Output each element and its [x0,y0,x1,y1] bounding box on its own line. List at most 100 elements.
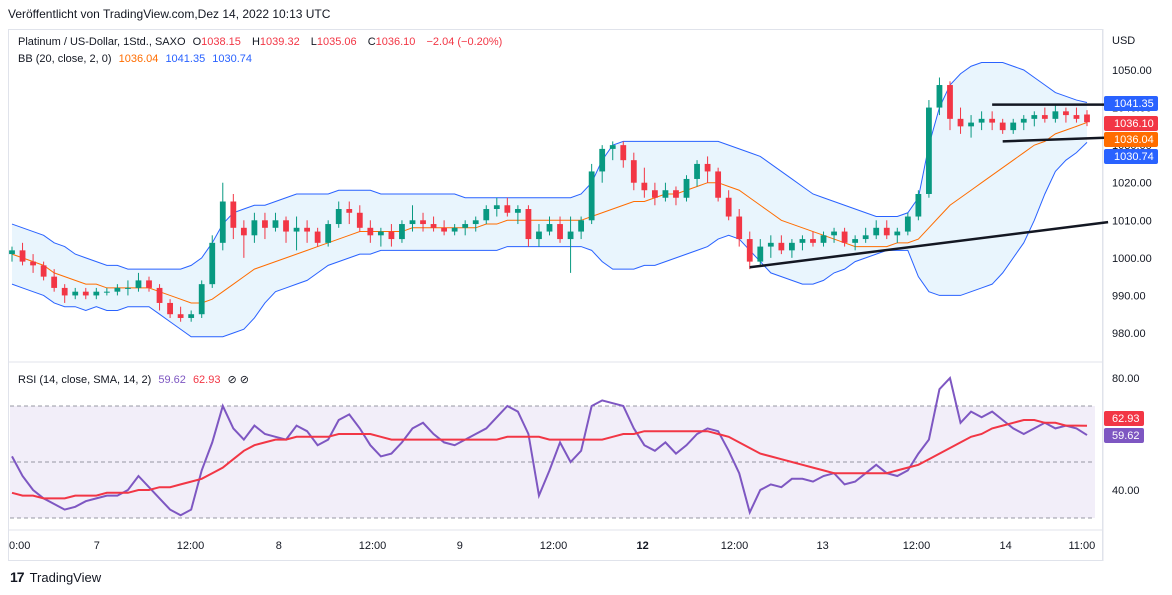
candle-body[interactable] [789,242,795,251]
candle-body[interactable] [293,227,300,232]
candle-body[interactable] [262,220,268,228]
candle-body[interactable] [335,209,342,225]
candle-body[interactable] [430,224,437,228]
candle-body[interactable] [894,231,901,236]
candle-body[interactable] [936,85,943,108]
candle-body[interactable] [1063,111,1069,116]
candle-body[interactable] [304,227,310,232]
candle-body[interactable] [820,235,827,243]
candle-body[interactable] [757,246,764,262]
candle-body[interactable] [251,220,258,236]
candle-body[interactable] [599,148,606,172]
candle-body[interactable] [483,209,490,221]
candle-body[interactable] [989,118,996,123]
candle-body[interactable] [904,216,911,232]
candle-body[interactable] [1010,122,1017,131]
candle-body[interactable] [230,201,237,228]
candle-body[interactable] [536,231,542,240]
candle-body[interactable] [240,227,247,236]
candle-body[interactable] [630,160,637,183]
candle-body[interactable] [978,118,985,123]
candle-body[interactable] [557,224,563,240]
candle-body[interactable] [651,190,658,198]
candle-body[interactable] [715,171,722,198]
candle-body[interactable] [9,250,15,255]
candle-body[interactable] [167,302,173,315]
candle-body[interactable] [694,163,700,179]
candle-body[interactable] [683,178,690,198]
candle-body[interactable] [283,220,289,232]
candle-body[interactable] [673,190,679,198]
candle-body[interactable] [93,291,100,296]
candle-body[interactable] [746,239,753,262]
candle-body[interactable] [588,171,595,221]
candle-body[interactable] [30,261,36,266]
trendline[interactable] [749,220,1109,269]
candle-body[interactable] [272,220,279,228]
candle-body[interactable] [873,227,880,236]
candle-body[interactable] [915,193,922,217]
candle-body[interactable] [493,205,500,210]
candle-body[interactable] [662,190,669,198]
candle-body[interactable] [514,209,521,213]
candle-body[interactable] [346,209,353,213]
candle-body[interactable] [219,201,226,243]
candle-body[interactable] [810,239,816,243]
candle-body[interactable] [841,231,848,243]
candle-body[interactable] [40,265,47,277]
candle-body[interactable] [325,224,332,243]
candle-body[interactable] [1052,111,1059,119]
candle-body[interactable] [409,220,416,225]
candle-body[interactable] [61,287,68,296]
candle-body[interactable] [1073,115,1080,119]
candle-body[interactable] [546,224,553,232]
candle-body[interactable] [156,287,163,303]
candle-body[interactable] [1031,115,1038,119]
candle-body[interactable] [472,220,479,225]
candle-body[interactable] [704,163,711,172]
candle-body[interactable] [399,224,405,240]
candle-body[interactable] [19,250,26,262]
candle-body[interactable] [999,122,1006,131]
candle-body[interactable] [135,280,142,288]
candle-body[interactable] [367,227,374,236]
candle-body[interactable] [146,280,152,288]
candle-body[interactable] [1041,115,1048,119]
candle-body[interactable] [72,291,79,296]
candle-body[interactable] [725,197,732,217]
candle-body[interactable] [125,287,131,289]
candle-body[interactable] [852,239,859,243]
candle-body[interactable] [1084,114,1090,123]
candle-body[interactable] [1020,118,1027,123]
candle-body[interactable] [451,227,458,232]
candle-body[interactable] [82,291,89,296]
candle-body[interactable] [441,227,448,232]
candle-body[interactable] [103,291,110,293]
candle-body[interactable] [177,314,184,318]
candle-body[interactable] [926,107,932,194]
candle-body[interactable] [883,227,890,236]
candle-body[interactable] [377,231,384,236]
candle-body[interactable] [831,231,837,236]
candle-body[interactable] [525,209,532,240]
candle-body[interactable] [609,145,616,149]
candle-body[interactable] [620,145,627,161]
candle-body[interactable] [388,231,395,240]
candle-body[interactable] [567,231,574,240]
candle-body[interactable] [114,287,121,292]
candle-body[interactable] [356,212,363,228]
candle-body[interactable] [799,239,806,243]
candle-body[interactable] [947,85,953,119]
trendline[interactable] [1002,136,1109,143]
candle-body[interactable] [198,284,205,315]
candle-body[interactable] [862,235,869,240]
candle-body[interactable] [188,314,195,318]
candle-body[interactable] [462,224,469,228]
candle-body[interactable] [736,216,743,240]
candle-body[interactable] [314,231,321,243]
visibility-icons[interactable]: ⊘ ⊘ [227,374,250,386]
candle-body[interactable] [578,220,585,232]
candle-body[interactable] [420,220,426,225]
candle-body[interactable] [778,242,785,251]
